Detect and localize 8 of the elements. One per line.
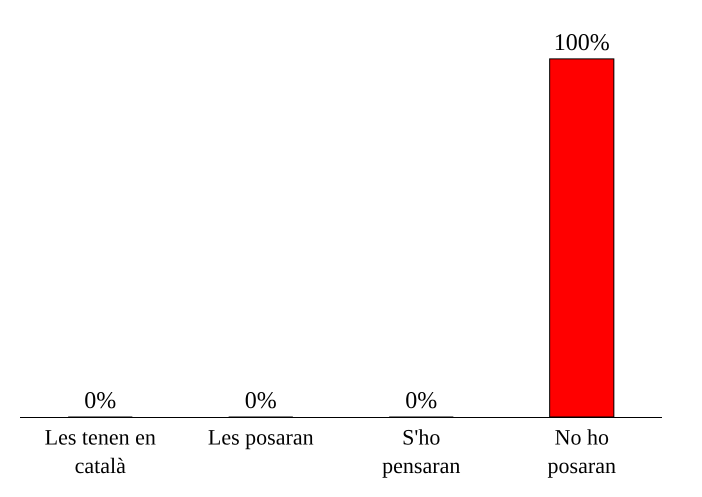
data-label: 0% (84, 388, 116, 414)
x-tick-label: Les posaran (208, 424, 314, 450)
x-tick-label: S'ho pensaran (382, 424, 460, 478)
data-label: 0% (405, 388, 438, 414)
data-label: 100% (554, 30, 610, 56)
x-tick-label: No ho posaran (548, 424, 616, 478)
data-label: 0% (244, 388, 277, 414)
x-tick-label: Les tenen en català (44, 424, 156, 478)
